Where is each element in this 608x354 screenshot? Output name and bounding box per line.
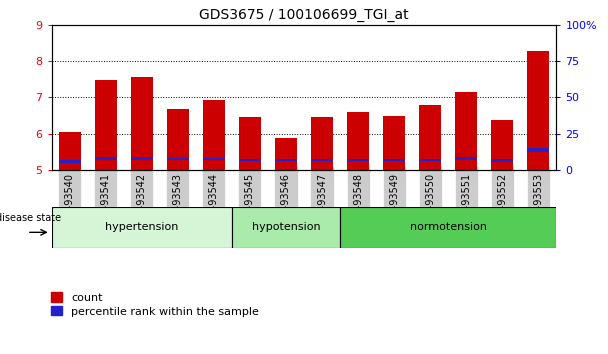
- Bar: [95, 80, 117, 170]
- Bar: [239, 116, 261, 170]
- Text: disease state: disease state: [0, 213, 61, 223]
- Bar: [491, 120, 513, 170]
- Bar: [311, 116, 333, 170]
- Text: normotension: normotension: [410, 222, 486, 233]
- Bar: [455, 92, 477, 170]
- Legend: count, percentile rank within the sample: count, percentile rank within the sample: [51, 292, 259, 316]
- Bar: [232, 207, 340, 248]
- Bar: [95, 157, 117, 160]
- Bar: [311, 159, 333, 161]
- Bar: [131, 157, 153, 160]
- Bar: [59, 132, 80, 170]
- Bar: [203, 158, 225, 160]
- Bar: [491, 159, 513, 162]
- Bar: [167, 109, 188, 170]
- Title: GDS3675 / 100106699_TGI_at: GDS3675 / 100106699_TGI_at: [199, 8, 409, 22]
- Bar: [203, 100, 225, 170]
- Bar: [383, 116, 405, 170]
- Bar: [52, 207, 232, 248]
- Bar: [420, 105, 441, 170]
- Bar: [131, 78, 153, 170]
- Bar: [340, 207, 556, 248]
- Bar: [455, 157, 477, 160]
- Bar: [347, 159, 369, 161]
- Bar: [528, 148, 549, 152]
- Text: hypotension: hypotension: [252, 222, 320, 233]
- Bar: [383, 159, 405, 161]
- Bar: [528, 51, 549, 170]
- Bar: [239, 159, 261, 161]
- Bar: [347, 112, 369, 170]
- Bar: [275, 138, 297, 170]
- Bar: [420, 159, 441, 161]
- Bar: [275, 159, 297, 161]
- Text: hypertension: hypertension: [105, 222, 179, 233]
- Bar: [59, 160, 80, 162]
- Bar: [167, 158, 188, 160]
